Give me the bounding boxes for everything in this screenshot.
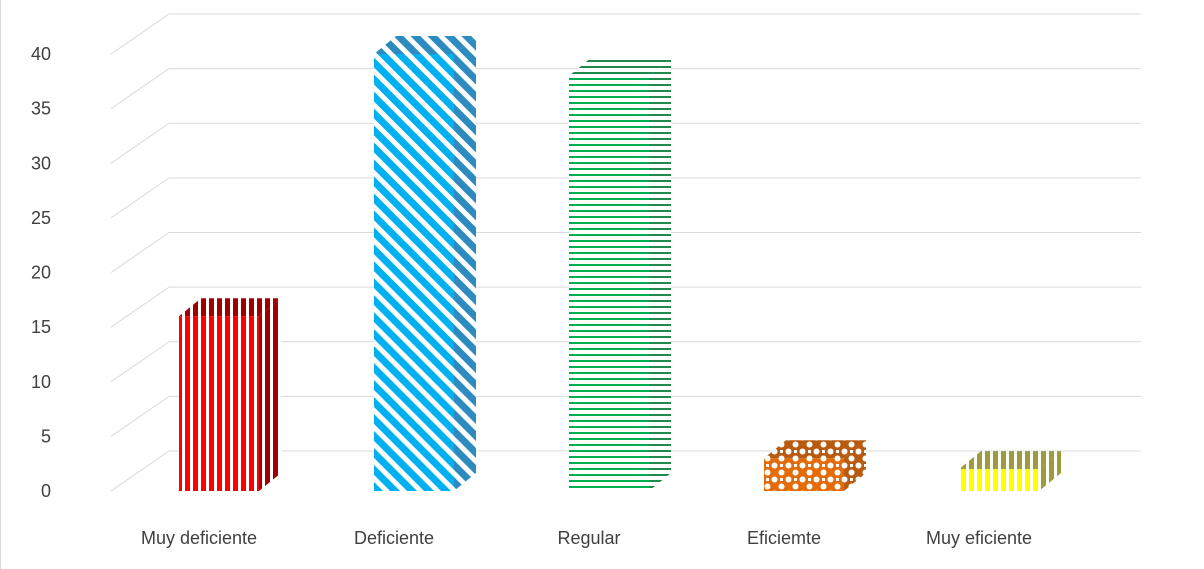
y-tick-label: 30	[31, 153, 51, 173]
bars	[179, 36, 1061, 491]
y-axis-ticks: 0 5 10 15 20 25 30 35 40	[31, 44, 51, 501]
y-tick-label: 20	[31, 263, 51, 283]
x-category-label: Regular	[557, 528, 620, 548]
gridline-40	[110, 13, 1141, 55]
bar-side	[259, 298, 281, 491]
y-tick-label: 15	[31, 317, 51, 337]
bar-1	[179, 298, 281, 491]
bar-4	[764, 440, 866, 491]
bar-side	[454, 36, 476, 491]
bar-5	[959, 451, 1061, 491]
bar-top	[179, 298, 281, 317]
y-tick-label: 35	[31, 99, 51, 119]
y-tick-label: 40	[31, 44, 51, 64]
bar-front	[374, 54, 454, 491]
bar-front	[569, 75, 649, 491]
bar-2	[374, 36, 476, 491]
bar-front	[179, 316, 259, 491]
bar-top	[374, 36, 476, 54]
x-category-label: Deficiente	[354, 528, 434, 548]
bar-side	[649, 57, 671, 491]
y-tick-label: 25	[31, 208, 51, 228]
bar-top	[569, 57, 671, 76]
bar-front	[764, 458, 844, 491]
x-category-label: Muy eficiente	[926, 528, 1032, 548]
x-axis-labels: Muy deficiente Deficiente Regular Eficiemte…	[141, 528, 1032, 548]
y-tick-label: 10	[31, 372, 51, 392]
bar-3	[569, 57, 671, 491]
bar-top	[764, 440, 866, 459]
y-tick-label: 0	[41, 481, 51, 501]
bar-side	[1039, 451, 1061, 491]
bar-side	[844, 440, 866, 491]
x-category-label: Muy deficiente	[141, 528, 257, 548]
bar-top	[959, 451, 1061, 470]
y-tick-label: 5	[41, 426, 51, 446]
x-category-label: Eficiemte	[747, 528, 821, 548]
bar-front	[959, 469, 1039, 491]
